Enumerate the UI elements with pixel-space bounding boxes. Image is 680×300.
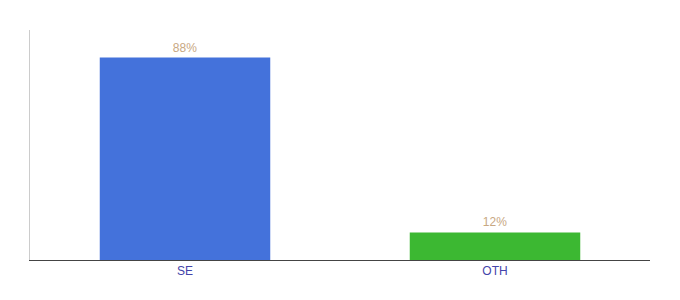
svg-text:88%: 88% xyxy=(173,41,197,55)
svg-text:OTH: OTH xyxy=(482,264,507,278)
svg-text:12%: 12% xyxy=(483,215,507,229)
svg-text:SE: SE xyxy=(177,264,193,278)
